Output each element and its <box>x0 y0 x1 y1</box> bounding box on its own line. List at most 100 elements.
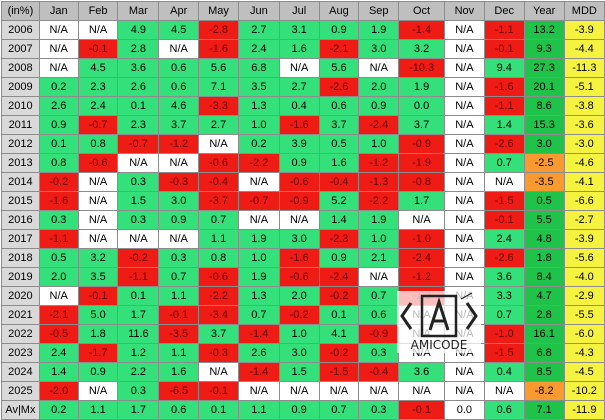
table-cell: N/A <box>443 39 485 59</box>
table-cell: N/A <box>238 210 280 230</box>
table-cell: 4.7 <box>523 286 565 306</box>
table-cell: 15.3 <box>523 115 565 135</box>
table-cell: -4.4 <box>563 39 605 59</box>
table-cell: 2.0 <box>358 77 400 97</box>
row-label: 2010 <box>1 96 40 116</box>
column-header-feb: Feb <box>77 1 119 21</box>
table-cell: 1.6 <box>318 153 360 173</box>
column-header-jul: Jul <box>278 1 320 21</box>
table-cell: 0.3 <box>117 172 160 192</box>
table-cell: -2.4 <box>358 115 400 135</box>
table-cell: 1.9 <box>238 267 280 287</box>
table-cell: -0.2 <box>278 305 320 325</box>
table-cell: 0.9 <box>38 115 79 135</box>
table-cell: -6.0 <box>563 324 605 344</box>
table-cell: -1.4 <box>398 20 445 40</box>
table-cell: -1.6 <box>278 248 320 268</box>
table-cell: 1.9 <box>398 77 445 97</box>
row-label: 2018 <box>1 248 40 268</box>
table-cell: 0.9 <box>158 210 200 230</box>
table-cell: 1.5 <box>278 362 320 382</box>
table-cell: -1.6 <box>38 191 79 211</box>
row-label: 2024 <box>1 362 40 382</box>
table-cell: 5.2 <box>318 191 360 211</box>
table-cell: 0.0 <box>443 400 485 420</box>
table-row: 2023 2.4 -1.7 1.2 1.1 -0.3 2.6 3.0 -0.2 0.3 N/A N/A… <box>1 343 605 363</box>
table-row: 2025 -2.0 N/A 0.3 -6.5 -0.1 N/A N/A N/A N/A N/A N/A… <box>1 381 605 401</box>
table-cell: 3.2 <box>77 248 119 268</box>
table-row: Av|Mx 0.2 1.1 1.7 0.6 0.1 1.1 0.9 0.7 0.3 -0.1 0.0 0… <box>1 400 605 420</box>
row-label: 2013 <box>1 153 40 173</box>
table-cell: 13.2 <box>523 20 565 40</box>
table-cell: -3.9 <box>563 229 605 249</box>
table-cell: N/A <box>443 381 485 401</box>
table-cell: 2.1 <box>358 248 400 268</box>
table-cell: 2.0 <box>38 267 79 287</box>
table-cell: 3.0 <box>523 134 565 154</box>
table-cell: 4.5 <box>158 20 200 40</box>
table-cell: -1.5 <box>318 362 360 382</box>
table-row: 2024 1.4 0.9 2.2 1.6 N/A -1.4 1.5 -1.5 -0.4 3.6 N/A… <box>1 362 605 382</box>
table-cell: -0.6 <box>198 153 239 173</box>
table-cell: 0.7 <box>238 305 280 325</box>
table-cell: -0.6 <box>278 267 320 287</box>
table-cell: 0.1 <box>318 305 360 325</box>
table-cell: 2.3 <box>77 77 119 97</box>
table-cell: 0.6 <box>158 77 200 97</box>
table-cell: N/A <box>443 210 485 230</box>
table-cell: 0.6 <box>483 400 525 420</box>
column-header-jan: Jan <box>38 1 79 21</box>
table-row: 2017 -1.1 N/A N/A N/A 1.1 1.9 3.0 -2.3 1.0 -1.0 N/A… <box>1 229 605 249</box>
table-cell: -0.6 <box>278 172 320 192</box>
table-cell: -0.2 <box>38 172 79 192</box>
table-cell: -2.5 <box>523 153 565 173</box>
table-row: 2009 0.2 2.3 2.6 0.6 7.1 3.5 2.7 -2.6 2.0 1.9 N/A -1… <box>1 77 605 97</box>
table-cell: 3.7 <box>398 115 445 135</box>
table-cell: 0.3 <box>358 400 400 420</box>
table-cell: -1.6 <box>198 39 239 59</box>
table-cell: 1.3 <box>238 286 280 306</box>
table-cell: -2.1 <box>38 305 79 325</box>
table-cell: 3.7 <box>158 115 200 135</box>
table-row: 2008 N/A 4.5 3.6 0.6 5.6 6.8 N/A 5.6 N/A -10.3 N/A 9… <box>1 58 605 78</box>
table-cell: N/A <box>443 115 485 135</box>
table-cell: 0.3 <box>117 381 160 401</box>
table-cell: 0.2 <box>38 400 79 420</box>
table-cell: 0.5 <box>523 191 565 211</box>
table-cell: -3.6 <box>563 115 605 135</box>
table-cell: 9.4 <box>483 58 525 78</box>
table-cell: -3.9 <box>563 20 605 40</box>
table-cell: 0.8 <box>77 134 119 154</box>
table-cell: N/A <box>443 58 485 78</box>
table-cell: 0.7 <box>158 267 200 287</box>
table-cell: 8.6 <box>523 96 565 116</box>
table-cell: 0.9 <box>278 400 320 420</box>
row-label: 2023 <box>1 343 40 363</box>
table-cell: N/A <box>158 229 200 249</box>
table-cell: N/A <box>398 305 445 325</box>
table-cell: -0.1 <box>483 210 525 230</box>
table-row: 2006 N/A N/A 4.9 4.5 -2.8 2.7 3.1 0.9 1.9 -1.4 N/A -… <box>1 20 605 40</box>
table-cell: -3.0 <box>563 134 605 154</box>
table-cell: 0.8 <box>198 248 239 268</box>
table-cell: -2.2 <box>238 153 280 173</box>
column-header-sep: Sep <box>358 1 400 21</box>
table-cell: 1.7 <box>398 191 445 211</box>
table-cell: 0.1 <box>117 286 160 306</box>
table-cell: 0.9 <box>318 248 360 268</box>
table-cell: -6.5 <box>158 381 200 401</box>
table-cell: -0.9 <box>398 134 445 154</box>
table-cell: -0.6 <box>198 267 239 287</box>
table-cell: N/A <box>443 191 485 211</box>
table-cell: -2.7 <box>563 210 605 230</box>
table-cell: 0.3 <box>358 343 400 363</box>
table-cell: 5.6 <box>198 58 239 78</box>
row-label: 2015 <box>1 191 40 211</box>
table-row: 2010 2.6 2.4 0.1 4.6 -3.3 1.3 0.4 0.6 0.9 0.0 N/A -1… <box>1 96 605 116</box>
row-label: 2012 <box>1 134 40 154</box>
table-cell: 0.9 <box>358 96 400 116</box>
table-cell: 0.5 <box>38 248 79 268</box>
table-cell: 8.4 <box>523 267 565 287</box>
table-cell: -1.6 <box>483 77 525 97</box>
table-cell: -0.3 <box>198 343 239 363</box>
